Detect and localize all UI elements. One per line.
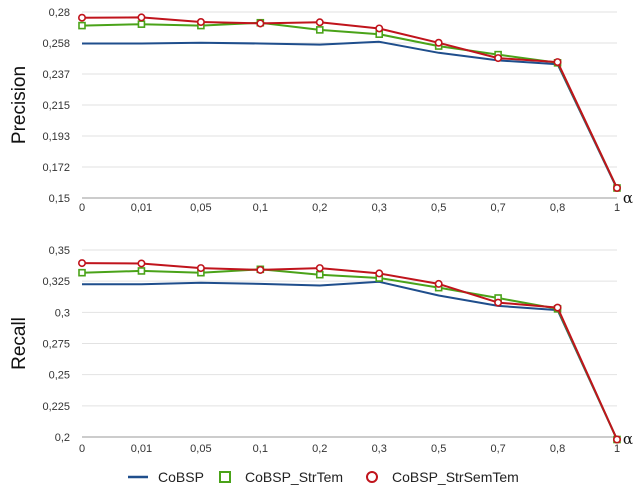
series-cobsp-strtem <box>78 265 621 444</box>
data-point <box>78 13 87 22</box>
data-point <box>553 303 562 312</box>
data-point <box>434 279 443 288</box>
y-tick-label: 0,35 <box>49 245 70 257</box>
y-axis-title: Precision <box>9 66 30 144</box>
x-tick-label: 0,3 <box>372 202 387 214</box>
y-tick-label: 0,25 <box>49 370 70 382</box>
data-point <box>78 21 86 30</box>
data-point <box>137 259 146 268</box>
legend-swatch <box>366 471 378 483</box>
data-point <box>78 259 87 268</box>
data-point <box>315 264 324 273</box>
chart-panel-precision: 0,15 0,172 0,193 0,215 0,237 0,258 0,28 0 0,01 0,… <box>9 7 633 214</box>
legend: CoBSP CoBSP_StrTem CoBSP_StrSemTem <box>128 469 519 485</box>
x-tick-label: 0,3 <box>372 443 387 455</box>
data-point <box>196 18 205 27</box>
data-point <box>137 20 146 28</box>
data-point <box>494 54 503 63</box>
data-point <box>375 269 384 278</box>
y-tick-label: 0,15 <box>49 193 70 205</box>
data-point <box>315 26 324 34</box>
x-tick-label: 0,7 <box>490 443 505 455</box>
data-point <box>553 58 562 67</box>
data-point <box>315 270 324 279</box>
data-point <box>612 435 621 444</box>
x-tick-label: 0,2 <box>312 202 327 214</box>
x-tick-label: 0 <box>79 443 85 455</box>
x-tick-label: 0,1 <box>253 202 268 214</box>
x-axis-label: α <box>623 189 633 207</box>
data-point <box>612 183 621 192</box>
x-tick-label: 0,8 <box>550 202 565 214</box>
series-line-cobsp-strsemtem <box>81 262 618 440</box>
data-point <box>196 264 205 273</box>
data-point <box>494 298 503 307</box>
series-line-cobsp <box>82 40 618 190</box>
y-tick-label: 0,215 <box>42 100 70 112</box>
y-tick-label: 0,28 <box>49 7 70 19</box>
x-tick-label: 0,2 <box>312 443 327 455</box>
series-line-cobsp-strsemtem <box>81 16 618 189</box>
data-point <box>137 267 146 275</box>
data-point <box>375 24 384 33</box>
x-tick-label: 0,8 <box>550 443 565 455</box>
x-tick-label: 1 <box>614 202 620 214</box>
x-tick-label: 0,01 <box>131 202 152 214</box>
series-cobsp-strsemtem <box>78 259 621 444</box>
legend-item-cobsp-strtem: CoBSP_StrTem <box>219 469 343 485</box>
series-line-cobsp <box>82 280 618 440</box>
y-tick-label: 0,172 <box>42 162 70 174</box>
chart-panel-recall: 0,2 0,225 0,25 0,275 0,3 0,325 0,35 0 0,01 0,05 0,… <box>9 245 633 455</box>
y-tick-label: 0,258 <box>42 38 70 50</box>
data-point <box>137 13 146 22</box>
legend-label: CoBSP <box>158 469 204 485</box>
legend-label: CoBSP_StrTem <box>245 469 343 485</box>
series-cobsp-strsemtem <box>78 13 621 192</box>
data-point <box>256 19 265 28</box>
x-axis-label: α <box>623 430 633 448</box>
x-tick-label: 0,5 <box>431 443 446 455</box>
x-tick-label: 0,05 <box>190 443 211 455</box>
series-line-cobsp-strtem <box>81 21 618 189</box>
x-tick-label: 0 <box>79 202 85 214</box>
data-point <box>256 265 265 274</box>
y-tick-label: 0,275 <box>42 339 70 351</box>
data-point <box>78 268 86 277</box>
x-tick-label: 0,7 <box>490 202 505 214</box>
y-tick-label: 0,193 <box>42 131 70 143</box>
legend-label: CoBSP_StrSemTem <box>392 469 519 485</box>
legend-swatch <box>219 471 231 483</box>
legend-item-cobsp-strsemtem: CoBSP_StrSemTem <box>366 469 519 485</box>
y-tick-label: 0,3 <box>55 307 70 319</box>
x-tick-label: 0,1 <box>253 443 268 455</box>
y-tick-label: 0,325 <box>42 276 70 288</box>
x-tick-label: 1 <box>614 443 620 455</box>
series-line-cobsp-strtem <box>81 268 618 440</box>
y-tick-label: 0,225 <box>42 401 70 413</box>
y-tick-label: 0,237 <box>42 69 70 81</box>
x-tick-label: 0,01 <box>131 443 152 455</box>
data-point <box>315 18 324 27</box>
y-axis-title: Recall <box>9 317 30 370</box>
x-tick-label: 0,5 <box>431 202 446 214</box>
legend-item-cobsp: CoBSP <box>128 469 204 485</box>
y-tick-label: 0,2 <box>55 432 70 444</box>
x-tick-label: 0,05 <box>190 202 211 214</box>
data-point <box>434 38 443 47</box>
